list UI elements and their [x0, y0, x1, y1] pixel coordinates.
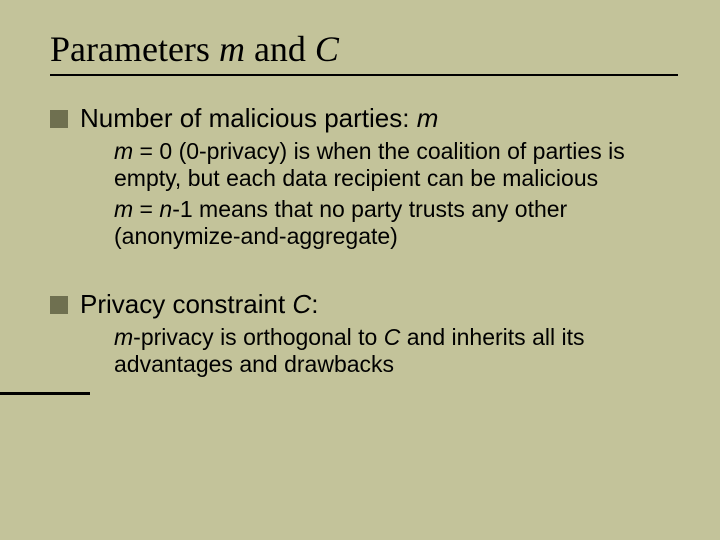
decorative-line: [0, 392, 90, 395]
text-part-ital: m: [114, 196, 133, 222]
text-part-ital: m: [114, 138, 133, 164]
square-bullet-icon: [50, 296, 68, 314]
text-part-ital: C: [292, 289, 311, 319]
text-part: = 0 (0-privacy) is when the coalition of…: [114, 138, 625, 191]
bullet-item: Privacy constraint C:: [50, 290, 680, 320]
title-part-m: m: [219, 29, 245, 69]
text-part-ital: C: [384, 324, 401, 350]
square-bullet-icon: [50, 110, 68, 128]
sub-item: m-privacy is orthogonal to C and inherit…: [114, 324, 670, 378]
sub-item: m = 0 (0-privacy) is when the coalition …: [114, 138, 670, 192]
slide: Parameters m and C Number of malicious p…: [0, 0, 720, 540]
text-part: =: [133, 196, 159, 222]
title-part-3: and: [245, 29, 315, 69]
slide-title: Parameters m and C: [50, 28, 678, 76]
text-part: -privacy is orthogonal to: [133, 324, 384, 350]
text-part-ital: n: [159, 196, 172, 222]
text-part: Privacy constraint: [80, 289, 292, 319]
sub-item: m = n-1 means that no party trusts any o…: [114, 196, 670, 250]
content-area: Number of malicious parties: m m = 0 (0-…: [50, 104, 680, 379]
text-part: -1 means that no party trusts any other …: [114, 196, 567, 249]
text-part-ital: m: [114, 324, 133, 350]
text-part-ital: m: [417, 103, 439, 133]
text-part: Number of malicious parties:: [80, 103, 417, 133]
title-part-1: Parameters: [50, 29, 219, 69]
bullet-item: Number of malicious parties: m: [50, 104, 680, 134]
text-part: :: [311, 289, 318, 319]
bullet-text: Privacy constraint C:: [80, 290, 318, 320]
title-part-c: C: [315, 29, 339, 69]
bullet-text: Number of malicious parties: m: [80, 104, 438, 134]
